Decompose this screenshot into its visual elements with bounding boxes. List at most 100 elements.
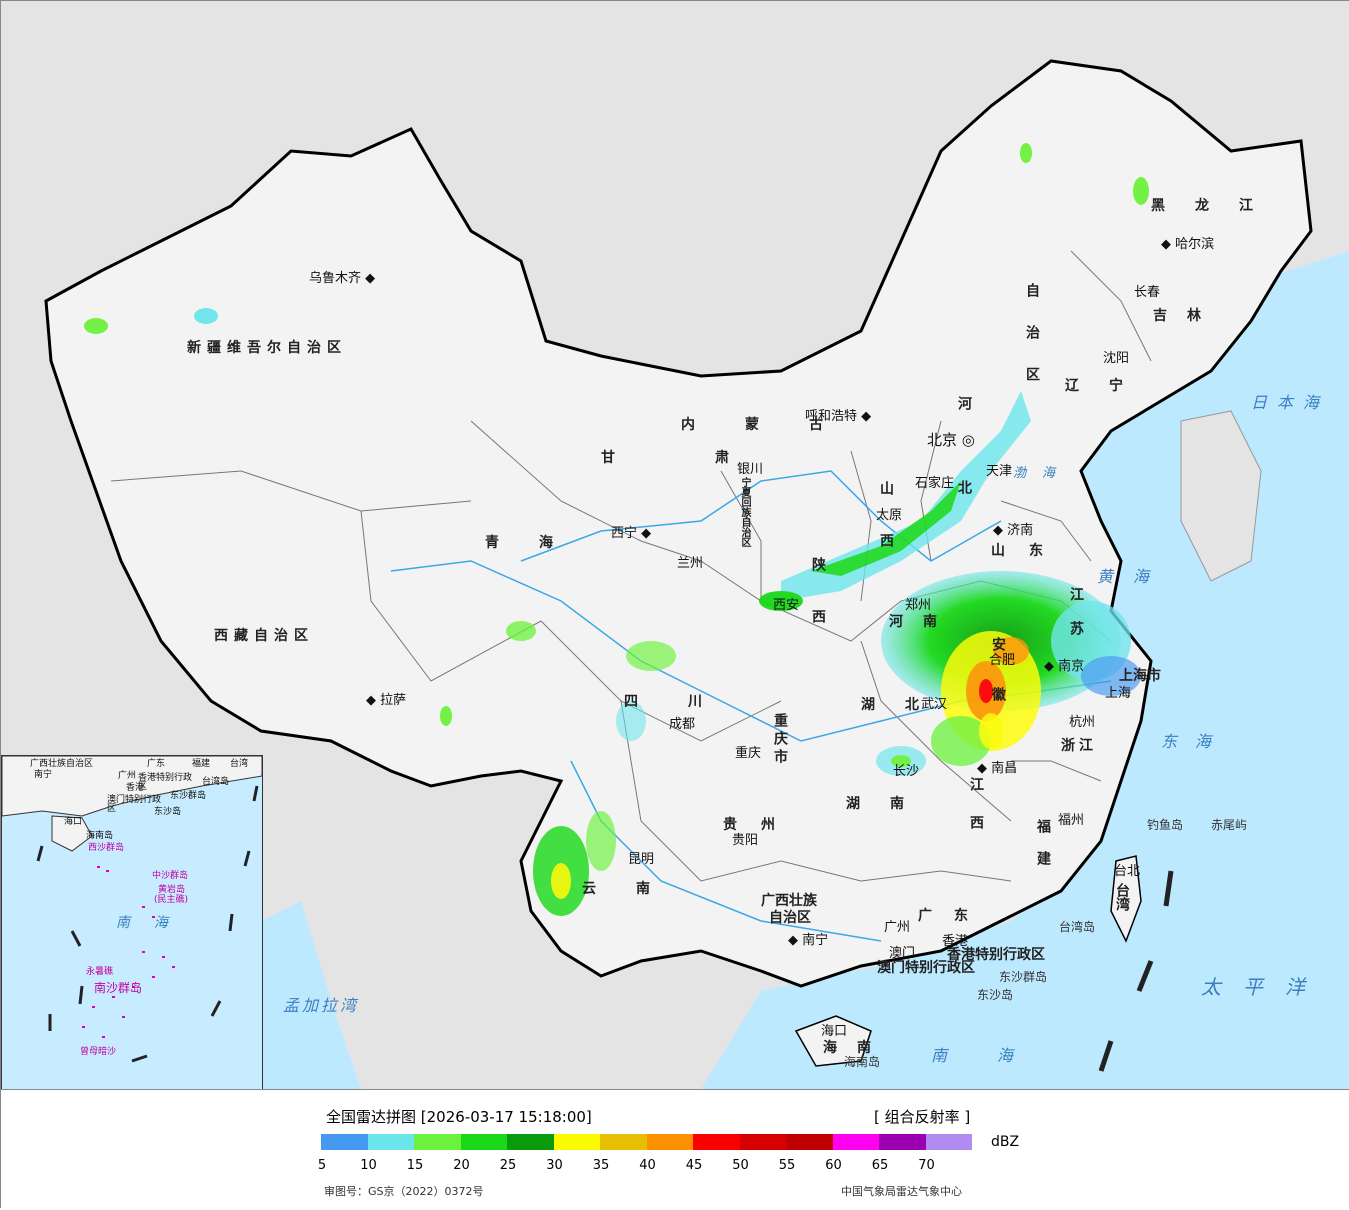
prov-guangxi: 广西壮族 (761, 893, 817, 909)
city-jinan: ◆ 济南 (993, 523, 1034, 538)
scale-tick-label: 10 (360, 1158, 377, 1173)
city-xian: 西安 (773, 599, 799, 612)
island-markers (82, 866, 175, 1038)
scale-swatch (646, 1134, 693, 1150)
city-name: 天津 (986, 464, 1013, 479)
inset-label: (民主礁) (154, 895, 189, 905)
legend-unit: dBZ (991, 1134, 1020, 1150)
prov-ningxia: 宁夏回族自治区 (739, 477, 750, 547)
inset-label: 福建 (192, 759, 211, 769)
south-china-sea-inset: 广西壮族自治区 南宁 广州 广东 福建 台湾 香港特别行政区 澳门特别行政区 香… (1, 755, 263, 1089)
prov-yunnan: 云南 (582, 881, 690, 897)
city-name: 银川 (737, 462, 764, 477)
inset-label: 西沙群岛 (88, 843, 125, 853)
island-diaoyu: 钓鱼岛 (1147, 818, 1184, 832)
scale-tick-label: 15 (406, 1158, 424, 1173)
prov-tibet: 西藏自治区 (214, 628, 314, 644)
inset-canvas (2, 756, 262, 1063)
scale-swatch (507, 1134, 554, 1150)
scale-tick-label: 50 (732, 1158, 749, 1173)
city-beijing: 北京 ◎ (927, 431, 975, 449)
scale-tick-label: 40 (639, 1158, 656, 1173)
city-xining: 西宁 ◆ (611, 526, 652, 541)
city-fuzhou: 福州 (1058, 814, 1084, 827)
city-name: 长沙 (893, 764, 920, 779)
korea-shape (1180, 410, 1262, 582)
prov-xinjiang: 新疆维吾尔自治区 (187, 340, 347, 356)
city-shijiazhuang: 石家庄 (915, 477, 954, 490)
city-name: 呼和浩特 (805, 409, 858, 424)
city-guangzhou: 广州 (884, 921, 910, 934)
data-source: 中国气象局雷达气象中心 (841, 1185, 962, 1198)
inset-label: 台湾 (230, 759, 249, 769)
scale-tick-label: 55 (778, 1158, 796, 1173)
scale-swatch (786, 1134, 833, 1150)
city-name: 沈阳 (1103, 351, 1130, 366)
city-name: 贵阳 (732, 833, 759, 848)
city-hefei: 合肥 (989, 654, 1015, 667)
city-name: 澳门 (889, 946, 916, 961)
inset-label: 海南岛 (86, 831, 114, 841)
radar-map[interactable]: 乌鲁木齐 ◆ ◆ 拉萨 西宁 ◆ 兰州 银川 呼和浩特 ◆ 北京 ◎ 天津 石家… (1, 1, 1349, 1089)
city-name: 南京 (1058, 659, 1085, 674)
prov-guangxi-zizhiqu: 自治区 (769, 910, 811, 926)
prov-shanxi: 山西 (878, 481, 894, 585)
city-name: 西宁 (611, 526, 638, 541)
hainan-shape (794, 1015, 872, 1067)
city-shenyang: 沈阳 (1103, 352, 1129, 365)
inset-label: 东沙群岛 (170, 791, 207, 801)
prov-macau: 澳门特别行政区 (877, 960, 975, 976)
inset-label: 广东 (147, 759, 166, 769)
prov-qinghai: 青海 (485, 535, 593, 551)
city-name: 长春 (1134, 285, 1161, 300)
city-hohhot: 呼和浩特 ◆ (805, 409, 872, 424)
legend-title: 全国雷达拼图 [2026-03-17 15:18:00] (326, 1108, 592, 1126)
city-nanchang: ◆ 南昌 (977, 761, 1018, 776)
inset-label: 中沙群岛 (152, 871, 189, 881)
prov-heilongjiang: 黑龙江 (1151, 198, 1283, 214)
city-hongkong: 香港 (942, 935, 968, 948)
scale-swatch (553, 1134, 600, 1150)
island-hainan: 海南岛 (844, 1055, 881, 1069)
city-name: 郑州 (905, 598, 932, 613)
prov-shanghai: 上海市 (1119, 668, 1161, 684)
city-hangzhou: 杭州 (1069, 716, 1095, 729)
inset-label: 东沙岛 (154, 807, 182, 817)
city-name: 福州 (1058, 813, 1085, 828)
city-wuhan: 武汉 (921, 698, 947, 711)
city-name: 上海 (1105, 686, 1132, 701)
prov-taiwan: 台湾 (1114, 883, 1130, 911)
island-dongsha-qd: 东沙群岛 (999, 970, 1048, 984)
scale-swatch (693, 1134, 740, 1150)
color-scale (321, 1134, 972, 1150)
inset-label: 澳门特别行政区 (107, 795, 162, 814)
scale-tick-label: 70 (918, 1158, 935, 1173)
prov-zhejiang: 浙江 (1061, 738, 1097, 754)
city-name: 南宁 (802, 933, 829, 948)
prov-liaoning: 辽宁 (1065, 378, 1153, 394)
city-changchun: 长春 (1134, 286, 1160, 299)
dash-lines (1098, 870, 1174, 1072)
city-lanzhou: 兰州 (677, 557, 703, 570)
sea-east: 东海 (1161, 732, 1230, 751)
city-lhasa: ◆ 拉萨 (366, 693, 407, 708)
city-name: 海口 (821, 1024, 848, 1039)
taiwan-shape (1110, 855, 1142, 943)
city-taipei: 台北 (1114, 865, 1140, 878)
scale-swatch (879, 1134, 926, 1150)
scale-swatch (600, 1134, 647, 1150)
prov-hubei: 湖北 (861, 697, 949, 713)
inset-label: 广西壮族自治区 (30, 759, 94, 769)
inset-label: 曾母暗沙 (80, 1047, 117, 1057)
inset-label: 海 (154, 915, 178, 931)
scale-swatch (832, 1134, 879, 1150)
city-name: 南昌 (991, 761, 1018, 776)
city-name: 香港 (942, 934, 969, 949)
island-chiwei: 赤尾屿 (1211, 818, 1248, 832)
city-haikou: 海口 (821, 1025, 847, 1038)
city-taiyuan: 太原 (876, 509, 902, 522)
prov-guizhou: 贵州 (723, 817, 799, 833)
scale-tick-label: 65 (871, 1158, 889, 1173)
scale-tick-label: 25 (499, 1158, 517, 1173)
city-name: 武汉 (921, 697, 948, 712)
